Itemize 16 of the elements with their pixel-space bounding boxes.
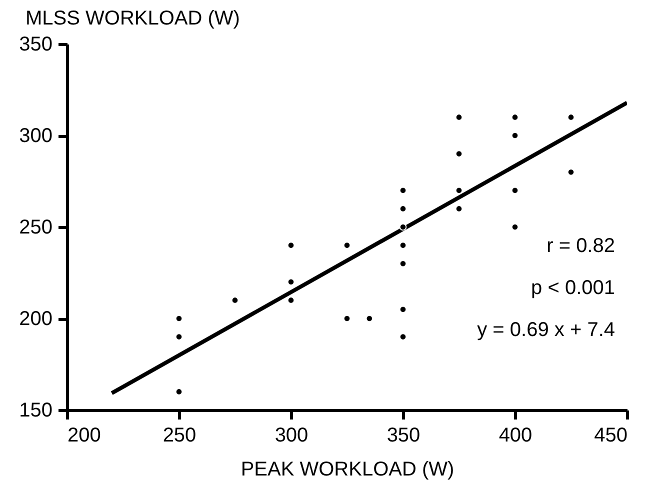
annotation: r = 0.82 xyxy=(546,235,615,257)
y-tick-label: 300 xyxy=(19,125,52,147)
x-tick-label: 200 xyxy=(68,424,101,446)
x-axis-title: PEAK WORKLOAD (W) xyxy=(240,458,454,480)
annotation: p < 0.001 xyxy=(531,277,615,299)
y-tick-label: 200 xyxy=(19,308,52,330)
y-axis-title: MLSS WORKLOAD (W) xyxy=(26,8,240,30)
x-tick-label: 300 xyxy=(274,424,308,446)
annotation: y = 0.69 x + 7.4 xyxy=(477,319,615,341)
y-tick-label: 150 xyxy=(19,400,52,422)
x-tick-label: 350 xyxy=(386,424,420,446)
x-tick-label: 400 xyxy=(498,424,532,446)
y-tick-label: 350 xyxy=(19,34,52,56)
x-tick-label: 450 xyxy=(594,424,628,446)
y-tick-label: 250 xyxy=(19,216,52,238)
x-tick-label: 250 xyxy=(162,424,196,446)
